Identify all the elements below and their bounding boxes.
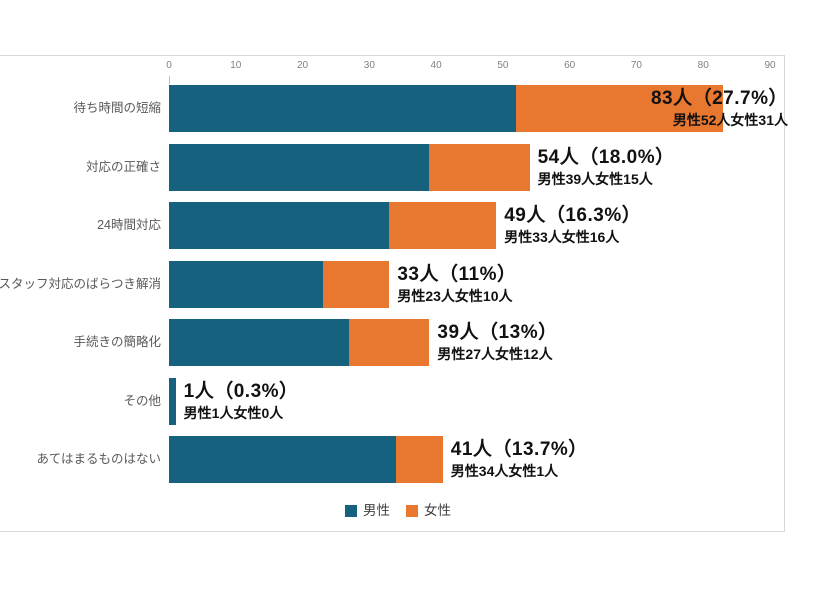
bar-segment-male (169, 143, 430, 191)
bar-value-label: 1人（0.3%） (183, 380, 299, 402)
x-axis-tick-mark (169, 76, 170, 84)
legend-label: 男性 (363, 503, 390, 518)
bar-value-label: 39人（13%） (437, 322, 558, 343)
x-tick-label: 0 (166, 60, 172, 71)
bar-segment-male (169, 377, 176, 425)
bar-segment-male (169, 319, 350, 366)
bar-label: 49人（16.3%） 男性33人女性16人 (504, 204, 641, 246)
bar-breakdown-label: 男性34人女性1人 (450, 463, 559, 479)
category-label: スタッフ対応のばらつき解消 (0, 276, 161, 291)
x-tick-label: 80 (697, 60, 709, 71)
legend-item: 女性 (406, 503, 451, 519)
bar-breakdown-label: 男性1人女性0人 (183, 404, 284, 421)
bar-breakdown-label: 男性52人女性31人 (672, 112, 788, 128)
x-tick-label: 90 (764, 60, 776, 71)
bar-segment-female (396, 436, 443, 483)
category-label: 待ち時間の短縮 (73, 101, 161, 115)
legend-item: 男性 (345, 503, 390, 519)
legend-swatch-icon (406, 505, 418, 517)
bar-segment-male (169, 202, 390, 249)
category-label: 対応の正確さ (85, 159, 161, 174)
bar-segment-female (429, 143, 530, 191)
category-label: あてはまるものはない (36, 452, 161, 466)
legend-label: 女性 (424, 503, 451, 518)
bar-segment-female (349, 319, 430, 366)
x-tick-label: 40 (430, 60, 442, 71)
bar-value-label: 33人（11%） (397, 263, 517, 285)
x-tick-label: 20 (296, 60, 309, 71)
bar-label: 33人（11%） 男性23人女性10人 (397, 263, 516, 305)
bar-segment-male (169, 436, 397, 483)
bar-segment-male (169, 85, 517, 132)
legend-swatch-icon (345, 505, 357, 517)
bar-value-label: 49人（16.3%） (504, 205, 642, 226)
bar-breakdown-label: 男性27人女性12人 (437, 346, 553, 362)
bar-label: 41人（13.7%） 男性34人女性1人 (451, 438, 588, 480)
bar-segment-female (389, 202, 497, 249)
bar-value-label: 54人（18.0%） (537, 146, 675, 168)
x-tick-label: 70 (630, 60, 642, 71)
x-tick-label: 50 (497, 60, 509, 71)
bar-breakdown-label: 男性39人女性15人 (537, 170, 653, 187)
legend: 男性 女性 (345, 503, 451, 519)
category-label: その他 (123, 393, 161, 408)
bar-label: 54人（18.0%） 男性39人女性15人 (538, 146, 675, 188)
bar-value-label: 83人（27.7%） (650, 88, 788, 109)
x-tick-label: 30 (363, 60, 375, 71)
bar-label: 39人（13%） 男性27人女性12人 (437, 321, 557, 363)
bar-segment-female (322, 260, 390, 308)
x-tick-label: 60 (564, 60, 576, 71)
bar-segment-male (169, 260, 323, 308)
category-label: 手続きの簡略化 (73, 335, 161, 349)
bar-value-label: 41人（13.7%） (450, 439, 588, 460)
bar-breakdown-label: 男性33人女性16人 (504, 229, 620, 245)
bar-segment-female (516, 85, 724, 132)
bar-label: 83人（27.7%） 男性52人女性31人 (651, 87, 788, 129)
bar-breakdown-label: 男性23人女性10人 (397, 287, 513, 304)
category-label: 24時間対応 (97, 218, 161, 232)
bar-label: 1人（0.3%） 男性1人女性0人 (184, 380, 299, 422)
x-tick-label: 10 (230, 60, 242, 71)
